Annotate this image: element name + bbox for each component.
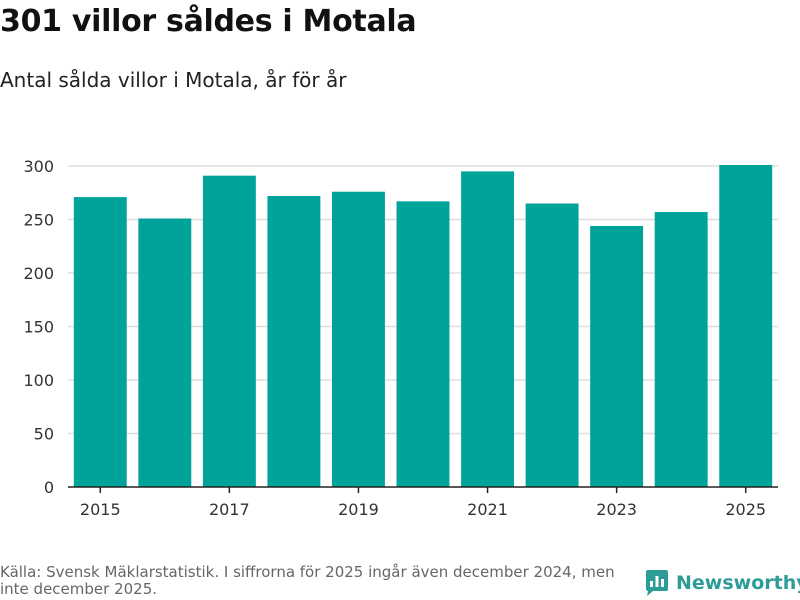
bar-chart: 0 50 100 150 200 250 300 2015 2017 2019 2021 2023 20… bbox=[23, 157, 778, 519]
bar-2024 bbox=[654, 212, 708, 488]
bar-2016 bbox=[138, 218, 192, 487]
x-tick-label: 2015 bbox=[80, 500, 121, 519]
bar-2015 bbox=[73, 197, 127, 488]
bar-2019 bbox=[331, 191, 385, 487]
y-tick-label: 150 bbox=[23, 318, 54, 337]
chart-title: 301 villor såldes i Motala bbox=[0, 4, 417, 39]
brand-name: Newsworthy bbox=[676, 572, 800, 594]
x-tick-label: 2025 bbox=[725, 500, 766, 519]
bar-2017 bbox=[202, 175, 256, 487]
axes: 0 50 100 150 200 250 300 2015 2017 2019 2021 2023 20… bbox=[23, 157, 778, 519]
y-tick-label: 50 bbox=[34, 425, 54, 444]
bars bbox=[73, 164, 773, 488]
bar-2022 bbox=[525, 203, 579, 487]
bar-2018 bbox=[267, 196, 321, 487]
x-tick-label: 2019 bbox=[338, 500, 379, 519]
bar-2020 bbox=[396, 201, 450, 487]
y-tick-label: 0 bbox=[44, 478, 54, 497]
bar-2023 bbox=[590, 225, 644, 487]
y-tick-label: 100 bbox=[23, 371, 54, 390]
newsworthy-logo-icon bbox=[646, 570, 668, 596]
y-tick-label: 200 bbox=[23, 264, 54, 283]
y-tick-label: 250 bbox=[23, 211, 54, 230]
bar-2025 bbox=[719, 164, 773, 487]
source-note: Källa: Svensk Mäklarstatistik. I siffror… bbox=[0, 563, 615, 598]
x-tick-label: 2023 bbox=[596, 500, 637, 519]
x-tick-label: 2021 bbox=[467, 500, 508, 519]
y-tick-label: 300 bbox=[23, 157, 54, 176]
bar-2021 bbox=[461, 171, 515, 487]
chart-subtitle: Antal sålda villor i Motala, år för år bbox=[0, 68, 347, 92]
brand-logo: Newsworthy bbox=[644, 569, 800, 597]
x-tick-label: 2017 bbox=[209, 500, 250, 519]
